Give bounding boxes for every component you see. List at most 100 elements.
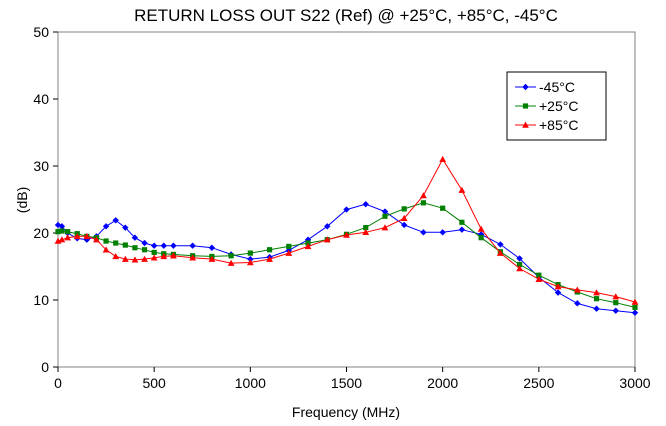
data-point — [516, 265, 523, 272]
data-point — [458, 226, 466, 233]
data-point — [554, 289, 562, 296]
data-point — [103, 238, 109, 244]
data-point — [632, 304, 638, 310]
data-point — [593, 296, 600, 302]
data-point — [266, 255, 273, 262]
data-point — [497, 241, 504, 248]
data-point — [343, 206, 350, 213]
data-point — [55, 229, 61, 235]
data-point — [516, 255, 523, 262]
data-point — [131, 234, 139, 241]
x-tick-label: 1500 — [331, 375, 362, 391]
data-point — [150, 254, 158, 261]
data-point — [227, 259, 235, 266]
data-point — [83, 232, 91, 240]
data-point — [362, 200, 369, 208]
data-point — [363, 225, 369, 231]
data-point — [189, 254, 197, 261]
legend-label: -45°C — [539, 79, 575, 95]
y-axis-ticks: 0 10 20 30 40 50 — [33, 24, 58, 375]
data-point — [65, 229, 71, 235]
data-point — [420, 229, 427, 236]
data-point — [574, 300, 581, 307]
legend-item: -45°C — [515, 79, 575, 95]
data-point — [73, 232, 81, 240]
data-point — [517, 261, 523, 268]
y-tick-label: 20 — [33, 225, 49, 241]
x-tick-label: 2000 — [427, 375, 458, 391]
data-point — [420, 200, 427, 206]
data-point — [58, 223, 66, 230]
legend-item: +25°C — [515, 98, 578, 114]
data-point — [612, 293, 620, 300]
data-point — [420, 192, 427, 199]
data-point — [58, 236, 66, 243]
data-point — [593, 305, 600, 312]
data-point — [631, 298, 639, 305]
y-tick-label: 50 — [33, 24, 49, 40]
y-tick-label: 40 — [33, 91, 49, 107]
data-point — [401, 221, 408, 229]
data-point — [151, 249, 157, 256]
y-axis-label: (dB) — [14, 187, 30, 213]
data-point — [613, 300, 619, 306]
x-tick-label: 2500 — [523, 375, 554, 391]
legend: -45°C +25°C +85°C — [506, 71, 607, 141]
y-tick-label: 0 — [41, 359, 49, 375]
data-point — [285, 249, 293, 256]
data-point — [208, 244, 216, 251]
data-point — [304, 243, 312, 250]
data-point — [170, 242, 177, 249]
data-point — [381, 208, 389, 215]
chart-title: RETURN LOSS OUT S22 (Ref) @ +25°C, +85°C… — [134, 6, 558, 25]
legend-item: +85°C — [515, 117, 578, 133]
data-point — [59, 228, 65, 234]
data-point — [459, 219, 465, 225]
data-point — [458, 186, 466, 193]
data-point — [112, 253, 120, 260]
data-point — [64, 234, 72, 241]
legend-entries: -45°C +25°C +85°C — [515, 79, 578, 133]
data-point — [122, 224, 129, 231]
data-point — [286, 243, 292, 249]
data-point — [401, 206, 407, 212]
data-point — [439, 229, 446, 236]
data-point — [362, 228, 370, 236]
data-point — [477, 231, 485, 238]
data-point — [208, 255, 216, 262]
legend-swatch-marker — [522, 121, 529, 128]
series-layer — [54, 155, 639, 316]
data-point — [478, 235, 484, 241]
data-point — [122, 242, 128, 248]
data-point — [324, 223, 331, 230]
data-point — [477, 225, 485, 232]
data-point — [141, 255, 148, 262]
data-point — [132, 245, 138, 251]
legend-swatch-marker — [522, 103, 529, 109]
data-point — [121, 255, 129, 262]
data-point — [323, 236, 331, 243]
data-point — [496, 249, 504, 256]
x-tick-label: 3000 — [619, 375, 650, 391]
data-point — [131, 256, 139, 263]
legend-label: +25°C — [539, 98, 578, 114]
x-tick-label: 1000 — [235, 375, 266, 391]
data-point — [536, 272, 542, 278]
x-axis-ticks: 0 500 1000 1500 2000 2500 3000 — [54, 367, 651, 391]
x-axis-label: Frequency (MHz) — [292, 404, 400, 420]
data-point — [612, 307, 619, 314]
data-point — [112, 217, 119, 224]
data-point — [343, 231, 350, 238]
data-point — [189, 242, 196, 249]
data-point — [247, 250, 253, 256]
data-point — [382, 213, 388, 219]
data-point — [160, 242, 167, 249]
y-tick-label: 30 — [33, 158, 49, 174]
x-tick-label: 0 — [54, 375, 62, 391]
data-point — [439, 155, 447, 163]
data-point — [381, 224, 389, 231]
y-tick-label: 10 — [33, 292, 49, 308]
data-point — [102, 246, 110, 253]
x-tick-label: 500 — [142, 375, 166, 391]
data-point — [573, 286, 581, 293]
